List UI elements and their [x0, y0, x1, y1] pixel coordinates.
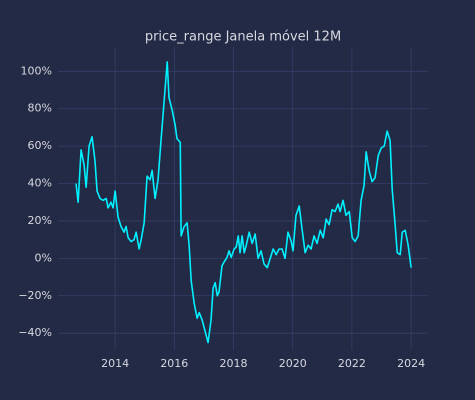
y-tick-label: 20% [28, 214, 52, 227]
y-tick-label: 100% [21, 64, 52, 77]
x-tick-label: 2016 [160, 357, 188, 370]
x-tick-label: 2018 [220, 357, 248, 370]
x-tick-label: 2022 [338, 357, 366, 370]
x-tick-label: 2024 [397, 357, 425, 370]
line [75, 61, 412, 344]
x-tick-label: 2014 [101, 357, 129, 370]
y-tick-label: −20% [18, 289, 52, 302]
y-tick-label: 80% [28, 102, 52, 115]
chart-title: price_range Janela móvel 12M [145, 30, 341, 45]
y-tick-label: 40% [28, 177, 52, 190]
y-tick-label: 60% [28, 139, 52, 152]
y-tick-label: 0% [35, 251, 52, 264]
x-tick-label: 2020 [279, 357, 307, 370]
y-tick-label: −40% [18, 326, 52, 339]
